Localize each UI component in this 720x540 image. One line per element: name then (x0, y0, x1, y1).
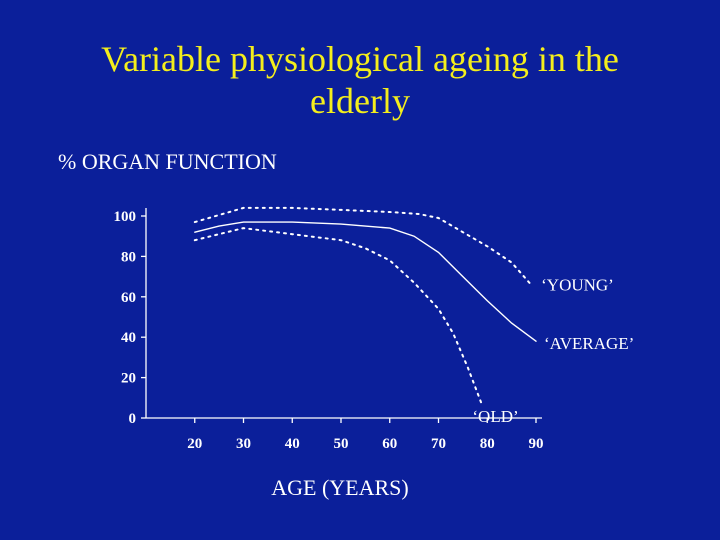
y-tick-label: 100 (114, 209, 137, 225)
slide-title-line-2: elderly (310, 81, 410, 121)
series-line-3 (193, 227, 484, 407)
y-tick-label: 0 (129, 411, 137, 427)
slide-title-line-1: Variable physiological ageing in the (101, 39, 619, 79)
y-tick-label: 40 (121, 330, 136, 346)
y-tick-label: 60 (121, 290, 136, 306)
series-label-3: ‘OLD’ (472, 407, 518, 426)
series-label-2: ‘AVERAGE’ (544, 334, 634, 353)
x-tick-label: 40 (285, 436, 300, 452)
x-tick-label: 20 (187, 436, 202, 452)
series-label-1: ‘YOUNG’ (541, 276, 614, 295)
slide-title: Variable physiological ageing in the eld… (0, 38, 720, 122)
series-line-1 (193, 206, 533, 286)
y-axis-title: % ORGAN FUNCTION (58, 149, 277, 174)
x-tick-label: 50 (334, 436, 349, 452)
x-tick-label: 80 (480, 436, 495, 452)
x-axis-title: AGE (YEARS) (271, 475, 409, 500)
series-line-2 (194, 221, 537, 342)
x-tick-label: 30 (236, 436, 251, 452)
y-tick-label: 20 (121, 371, 136, 387)
x-tick-label: 60 (382, 436, 397, 452)
x-tick-label: 90 (529, 436, 544, 452)
y-tick-label: 80 (121, 249, 136, 265)
x-tick-label: 70 (431, 436, 446, 452)
